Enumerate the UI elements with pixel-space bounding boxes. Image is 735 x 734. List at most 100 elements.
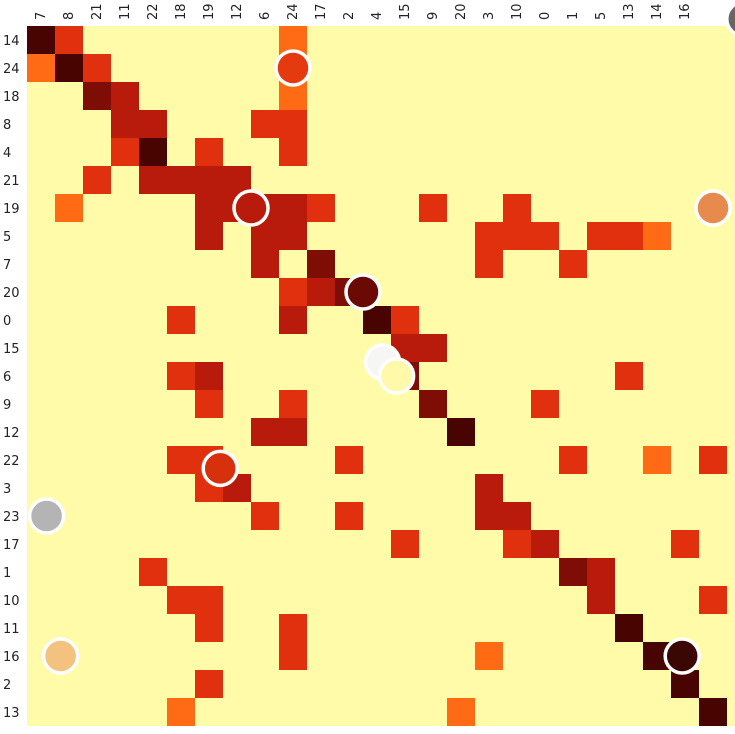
heatmap-cell (111, 138, 139, 166)
y-tick-label: 6 (3, 370, 11, 385)
heatmap-cell (251, 110, 279, 138)
y-tick-label: 13 (3, 706, 20, 721)
x-tick-label: 4 (370, 12, 385, 20)
x-tick-label: 15 (398, 3, 413, 20)
x-tick-label: 1 (566, 12, 581, 20)
heatmap-cell (279, 138, 307, 166)
y-tick-label: 1 (3, 566, 11, 581)
heatmap-cell (615, 362, 643, 390)
heatmap-cell (251, 250, 279, 278)
heatmap-cell (223, 166, 251, 194)
x-tick-label: 7 (34, 12, 49, 20)
x-tick-label: 18 (174, 3, 189, 20)
heatmap-cell (195, 194, 223, 222)
heatmap-cell (279, 222, 307, 250)
y-tick-label: 10 (3, 594, 20, 609)
heatmap-cell (195, 586, 223, 614)
x-tick-label: 11 (118, 3, 133, 20)
overlay-marker (232, 189, 270, 227)
heatmap-cell (27, 26, 55, 54)
heatmap-cell (615, 222, 643, 250)
y-tick-label: 23 (3, 510, 20, 525)
x-tick-label: 22 (146, 3, 161, 20)
heatmap-cell (587, 558, 615, 586)
heatmap-cell (447, 418, 475, 446)
heatmap-cell (139, 138, 167, 166)
y-tick-label: 21 (3, 174, 20, 189)
heatmap-cell (559, 250, 587, 278)
y-tick-label: 8 (3, 118, 11, 133)
heatmap-cell (279, 306, 307, 334)
y-tick-label: 3 (3, 482, 11, 497)
x-tick-label: 3 (482, 12, 497, 20)
heatmap-cell (503, 222, 531, 250)
x-tick-label: 12 (230, 3, 245, 20)
y-tick-label: 7 (3, 258, 11, 273)
heatmap-cell (195, 222, 223, 250)
y-tick-labels: 14 24 18 8 4 21 19 5 7 20 0 15 6 9 12 22 3 23 17 1 10 11 16 2 13 (3, 34, 20, 721)
heatmap-cell (419, 390, 447, 418)
y-tick-label: 9 (3, 398, 11, 413)
heatmap-cell (391, 306, 419, 334)
heatmap-cell (587, 586, 615, 614)
y-tick-label: 19 (3, 202, 20, 217)
x-tick-label: 16 (678, 3, 693, 20)
overlay-markers (27, 2, 735, 675)
heatmap-cell (195, 166, 223, 194)
heatmap-cell (335, 446, 363, 474)
heatmap-cell (559, 558, 587, 586)
heatmap-cell (559, 446, 587, 474)
heatmap-cell (55, 194, 83, 222)
x-tick-label: 8 (62, 12, 77, 20)
heatmap-cell (307, 250, 335, 278)
heatmap-cell (167, 166, 195, 194)
y-tick-label: 11 (3, 622, 20, 637)
heatmap-cell (279, 418, 307, 446)
y-tick-label: 5 (3, 230, 11, 245)
heatmap-cell (251, 502, 279, 530)
heatmap-cell (195, 614, 223, 642)
overlay-marker (725, 2, 735, 36)
heatmap-cell (279, 614, 307, 642)
heatmap-cell (419, 334, 447, 362)
y-tick-label: 15 (3, 342, 20, 357)
heatmap-cell (139, 558, 167, 586)
heatmap-cell (139, 110, 167, 138)
heatmap-cell (643, 222, 671, 250)
heatmap-cell (279, 390, 307, 418)
heatmap-cell (503, 502, 531, 530)
overlay-marker (201, 449, 239, 488)
x-tick-label: 24 (286, 3, 301, 20)
heatmap-cell (307, 278, 335, 306)
heatmap-cell (447, 698, 475, 726)
overlay-marker (41, 637, 80, 675)
y-tick-label: 2 (3, 678, 11, 693)
heatmap-cell (195, 138, 223, 166)
x-tick-labels: 7 8 21 11 22 18 19 12 6 24 17 2 4 15 9 20 3 10 0 1 5 13 14 16 (34, 3, 693, 20)
heatmap-cell (27, 54, 55, 82)
heatmap-cell (279, 110, 307, 138)
y-tick-label: 17 (3, 538, 20, 553)
heatmap-cell (167, 446, 195, 474)
heatmap-cell (503, 530, 531, 558)
heatmap-cell (699, 586, 727, 614)
heatmap-cell (195, 390, 223, 418)
heatmap-cell (251, 222, 279, 250)
heatmap-cell (503, 194, 531, 222)
heatmap-cell (643, 446, 671, 474)
heatmap-cell (475, 250, 503, 278)
heatmap-cell (83, 166, 111, 194)
x-tick-label: 19 (202, 3, 217, 20)
y-tick-label: 4 (3, 146, 11, 161)
heatmap-cell (419, 194, 447, 222)
x-tick-label: 17 (314, 3, 329, 20)
x-tick-label: 14 (650, 3, 665, 20)
heatmap-cell (531, 390, 559, 418)
heatmap-cell (167, 698, 195, 726)
heatmap-cell (587, 222, 615, 250)
heatmap-cell (83, 82, 111, 110)
y-tick-label: 22 (3, 454, 20, 469)
x-tick-label: 21 (90, 3, 105, 20)
heatmap-cell (475, 474, 503, 502)
heatmap-cell (279, 642, 307, 670)
